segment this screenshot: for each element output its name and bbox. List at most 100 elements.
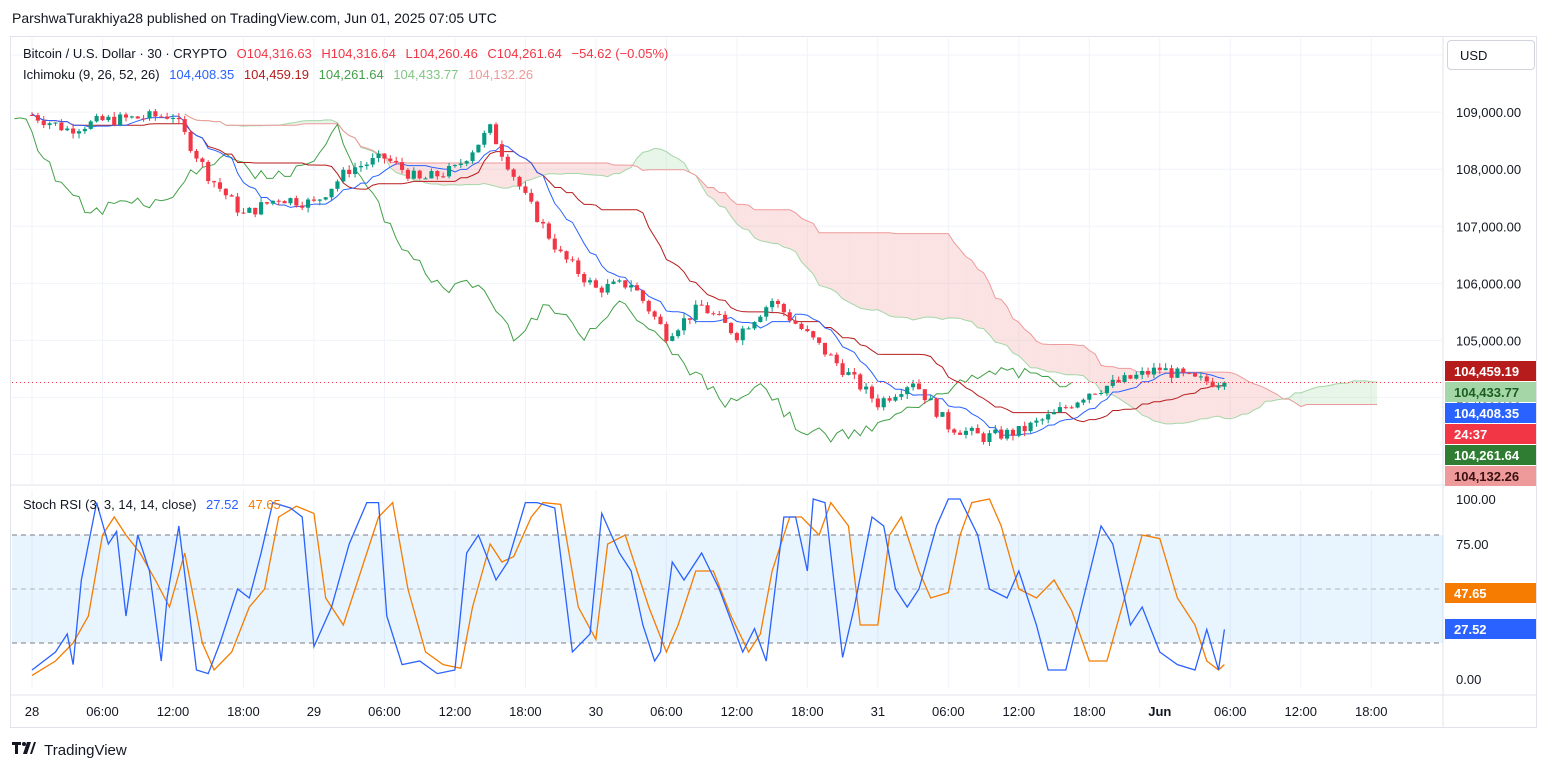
candle-body [435, 171, 440, 177]
ichimoku-kijun-value: 104,459.19 [243, 67, 309, 82]
candle-body [1022, 426, 1027, 432]
y-tick-label: 105,000.00 [1456, 333, 1521, 348]
cloud-segment [619, 164, 626, 174]
cloud-segment [1189, 372, 1196, 423]
candle-body [723, 314, 728, 323]
cloud-segment [736, 204, 743, 229]
candle-body [858, 374, 863, 390]
price-tag: 104,433.77 [1445, 382, 1536, 403]
cloud-segment [642, 150, 649, 171]
x-tick-label: 18:00 [227, 704, 260, 719]
ichimoku-cloud [184, 113, 1378, 424]
chart-frame [10, 36, 1537, 728]
cloud-segment [1247, 381, 1254, 414]
cloud-segment [913, 233, 919, 320]
candle-body [323, 197, 328, 200]
candle-body [687, 318, 692, 320]
cloud-segment [566, 163, 573, 174]
x-tick-label: Jun [1148, 704, 1171, 719]
candle-body [1134, 374, 1139, 379]
candle-body [405, 169, 410, 179]
currency-selector[interactable]: USD [1447, 40, 1535, 70]
candle-body [1145, 370, 1151, 375]
cloud-segment [548, 163, 555, 174]
ichimoku-spanb-value: 104,132.26 [468, 67, 534, 82]
cloud-segment [1218, 372, 1225, 419]
candle-body [916, 383, 922, 390]
cloud-segment [1253, 383, 1260, 411]
cloud-segment [1042, 344, 1049, 372]
cloud-segment [1224, 372, 1231, 419]
cloud-segment [1371, 381, 1378, 405]
candle-body [1075, 402, 1080, 408]
cloud-segment [531, 163, 538, 180]
cloud-segment [901, 233, 908, 318]
candle-body [505, 156, 510, 170]
cloud-segment [1089, 350, 1096, 384]
candle-body [881, 398, 886, 408]
candle-body [264, 202, 270, 204]
candle-body [282, 201, 287, 204]
candle-body [787, 312, 792, 321]
candle-body [417, 170, 422, 179]
x-tick-label: 06:00 [368, 704, 401, 719]
cloud-segment [965, 256, 972, 322]
stoch-legend: Stoch RSI (3, 3, 14, 14, close) 27.52 47… [23, 497, 287, 512]
candle-body [118, 114, 123, 126]
x-tick-label: 12:00 [721, 704, 754, 719]
y-tick-label: 109,000.00 [1456, 105, 1521, 120]
candle-body [517, 176, 522, 187]
candle-body [317, 199, 322, 201]
cloud-segment [484, 163, 491, 185]
cloud-segment [930, 233, 937, 318]
x-tick-label: 28 [25, 704, 39, 719]
candle-body [341, 169, 346, 182]
candle-body [652, 311, 657, 317]
stoch-tag: 27.52 [1445, 619, 1536, 640]
candle-body [934, 398, 939, 417]
cloud-segment [1048, 344, 1055, 372]
candle-body [1116, 379, 1121, 383]
cloud-segment [895, 233, 902, 318]
x-tick-label: 12:00 [1003, 704, 1036, 719]
cloud-segment [1347, 380, 1354, 405]
cloud-segment [854, 232, 861, 309]
candle-body [981, 433, 986, 443]
candle-body [65, 128, 70, 131]
candle-body [482, 132, 487, 145]
candle-body [135, 116, 140, 119]
cloud-segment [1071, 344, 1078, 375]
candle-body [429, 171, 434, 179]
cloud-segment [760, 209, 767, 242]
ichimoku-legend: Ichimoku (9, 26, 52, 26) 104,408.35 104,… [23, 67, 539, 82]
cloud-segment [601, 163, 608, 177]
cloud-segment [1324, 385, 1331, 405]
candle-body [270, 200, 275, 204]
candle-body [828, 354, 833, 356]
candle-body [1034, 420, 1039, 423]
cloud-segment [807, 220, 814, 274]
candle-body [35, 115, 40, 121]
candle-body [499, 144, 504, 157]
cloud-segment [1112, 366, 1119, 399]
candle-body [717, 314, 722, 316]
candle-body [875, 398, 880, 408]
candle-body [235, 196, 240, 213]
candle-body [1198, 376, 1203, 378]
candle-body [1122, 375, 1127, 383]
candle-body [552, 238, 557, 250]
price-tag: 104,261.64 [1445, 445, 1536, 466]
candle-body [576, 260, 581, 274]
cloud-segment [813, 223, 820, 286]
candle-body [88, 121, 93, 129]
candle-body [529, 192, 534, 202]
candle-body [1163, 368, 1168, 371]
tradingview-logo[interactable]: TradingView [12, 741, 127, 759]
candle-body [952, 429, 957, 433]
candle-body [488, 124, 493, 133]
cloud-segment [1054, 344, 1060, 374]
candle-body [400, 162, 405, 170]
cloud-segment [1177, 372, 1184, 424]
stoch-y-tick-label: 0.00 [1456, 672, 1481, 687]
